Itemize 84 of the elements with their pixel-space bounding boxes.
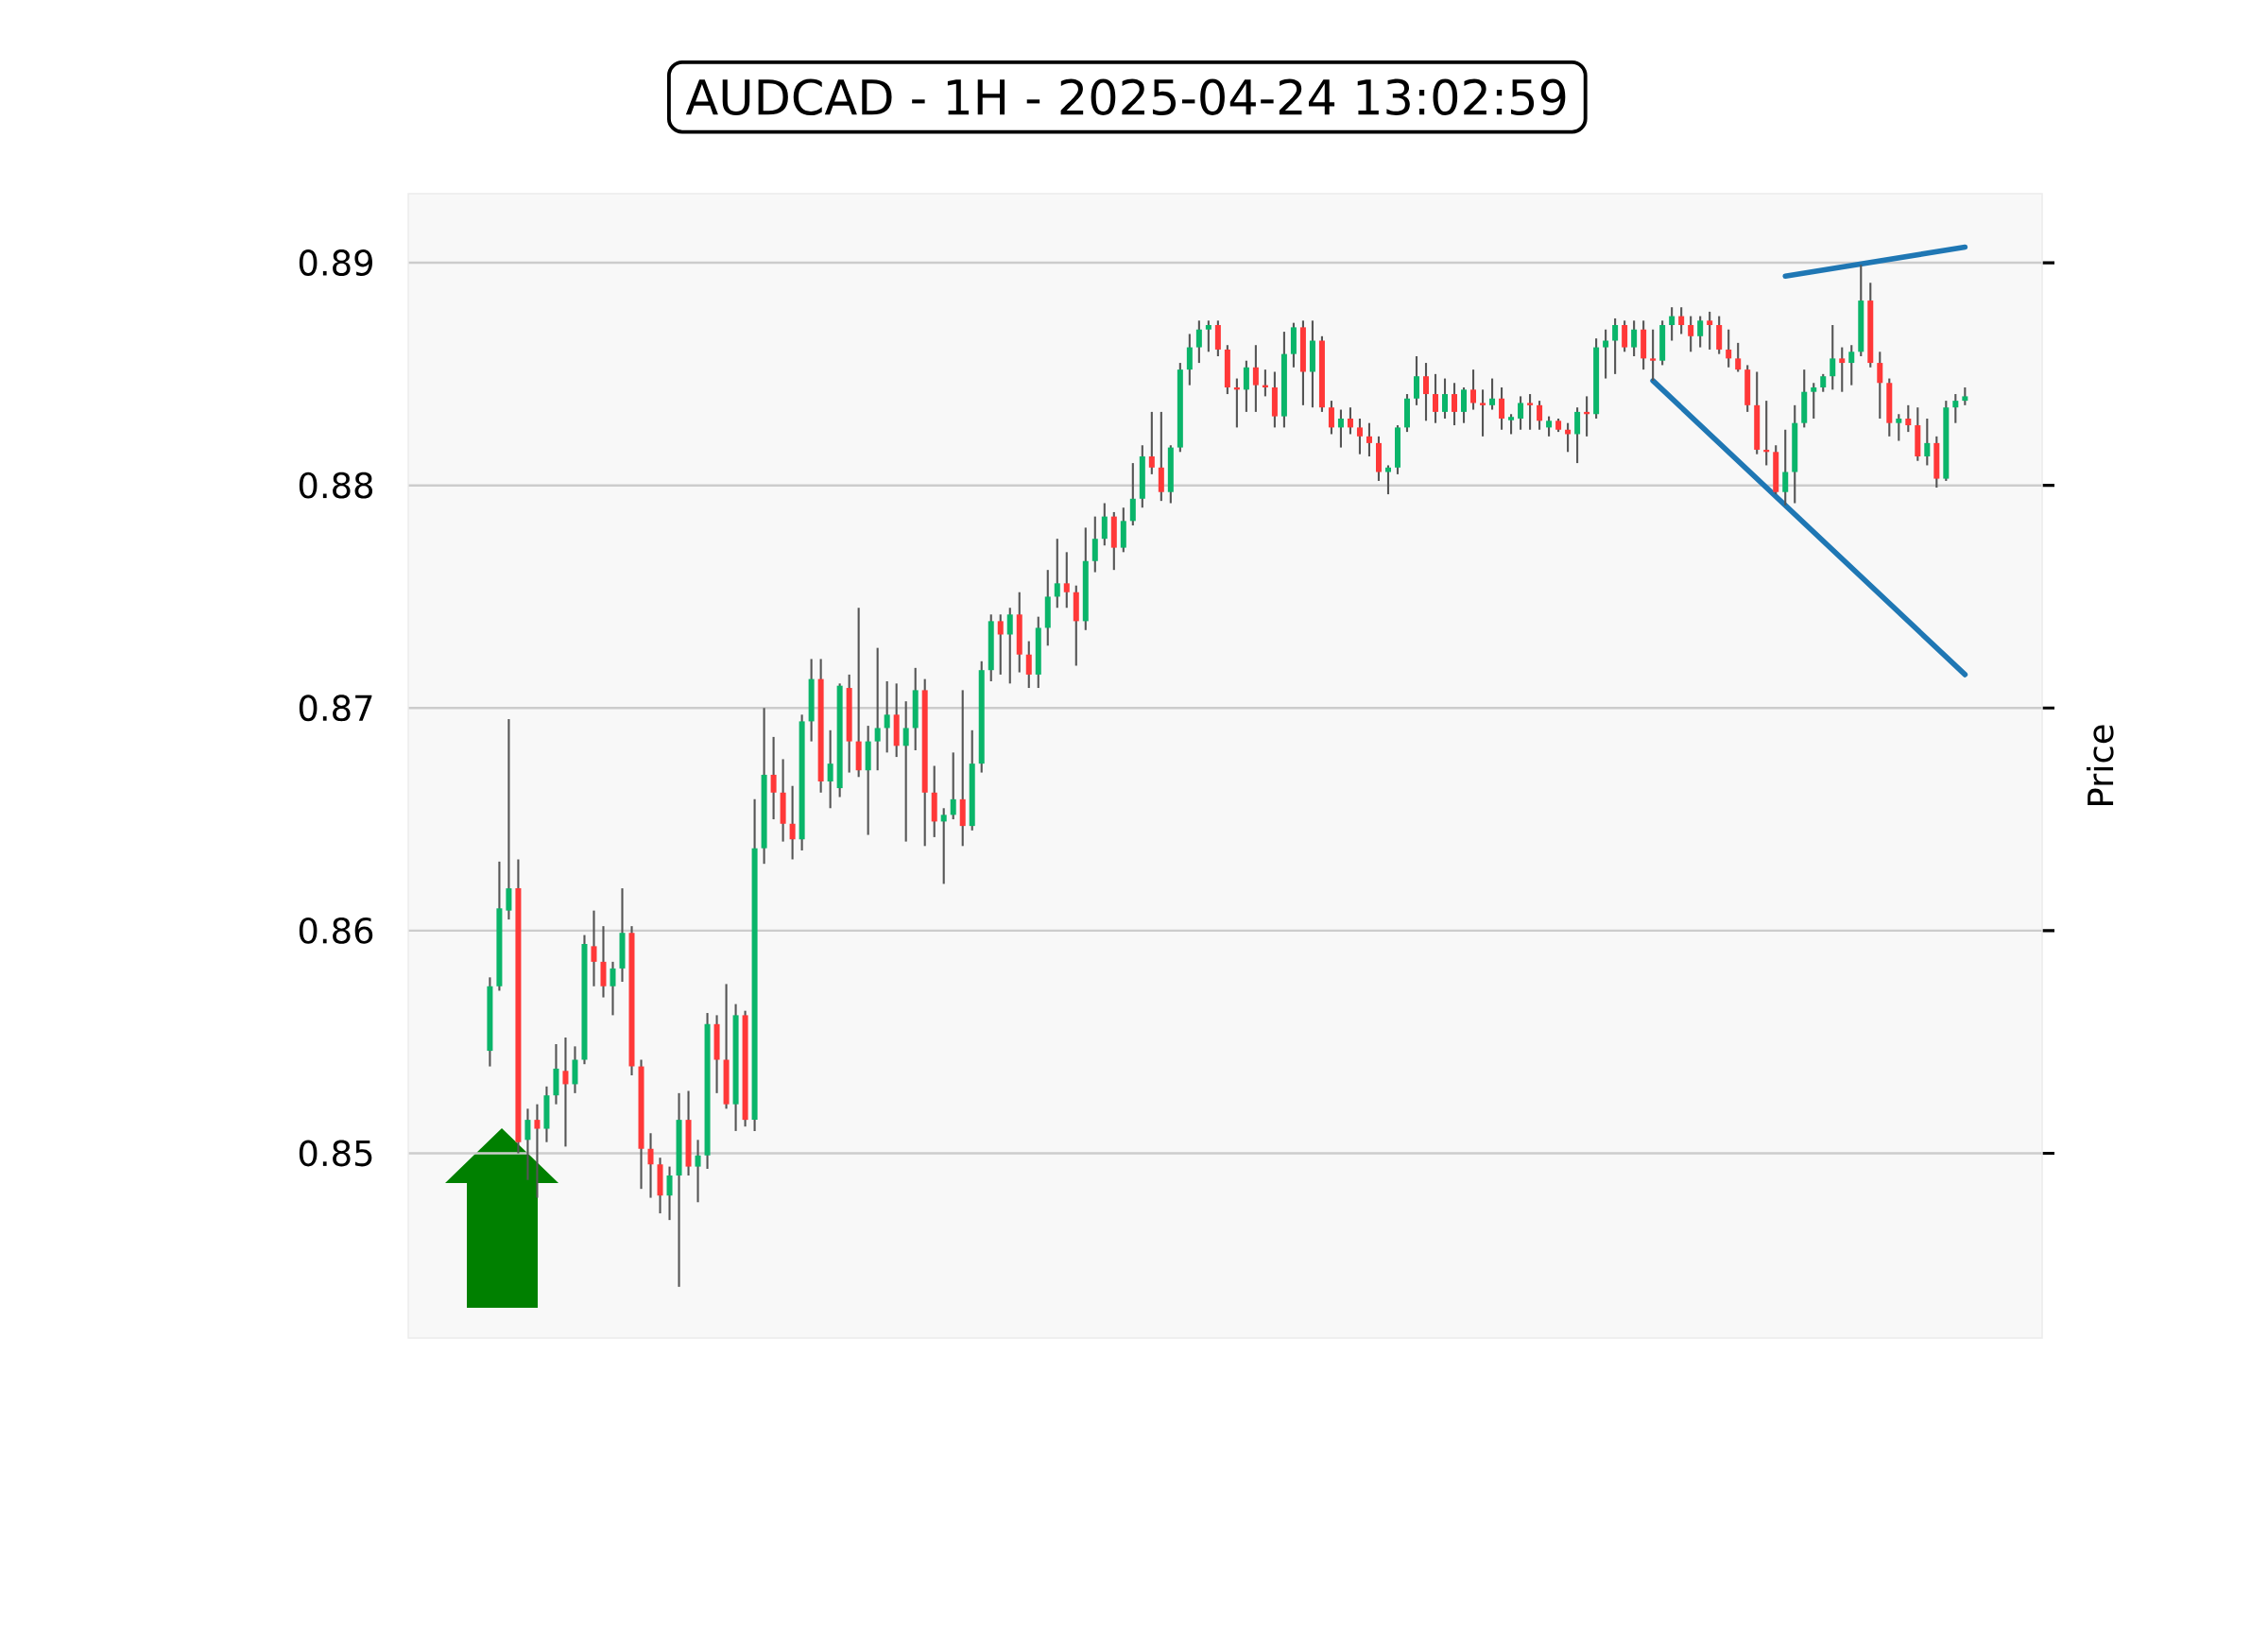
candlestick [1006, 607, 1013, 685]
candlestick [1480, 388, 1486, 438]
candlestick [1337, 408, 1344, 449]
candlestick [1243, 359, 1249, 413]
candlestick [1518, 395, 1524, 431]
candlestick [1631, 319, 1638, 358]
candlestick [1252, 344, 1259, 413]
candlestick [1924, 417, 1931, 467]
candlestick [1347, 406, 1353, 436]
candlestick [1622, 319, 1628, 353]
candlestick [1470, 369, 1477, 411]
candlestick [1612, 317, 1619, 375]
candlestick [1574, 406, 1581, 465]
candlestick [1735, 341, 1742, 373]
candlestick [1678, 306, 1685, 335]
candlestick [1461, 386, 1468, 424]
candlestick [1962, 386, 1968, 406]
y-tick-label: 0.88 [299, 472, 373, 499]
candlestick [591, 909, 597, 987]
candlestick [534, 1103, 541, 1199]
candlestick [1848, 344, 1855, 386]
candlestick [1063, 551, 1070, 609]
candlestick [1688, 315, 1694, 353]
candlestick [1508, 413, 1516, 436]
candlestick [1830, 323, 1836, 391]
y-tick-label: 0.89 [299, 249, 372, 276]
candlestick [1442, 377, 1449, 420]
candlestick [1433, 372, 1439, 424]
candlestick [1697, 315, 1704, 349]
candlestick [827, 729, 833, 810]
candlestick [1054, 538, 1060, 609]
candlestick [997, 613, 1004, 676]
candlestick [1452, 382, 1458, 427]
candlestick [1366, 421, 1372, 458]
candlestick [1905, 403, 1912, 434]
candlestick [1811, 382, 1817, 420]
candlestick [1129, 462, 1136, 527]
candlestick [902, 700, 909, 843]
candlestick [1527, 392, 1534, 431]
chart-title: AUDCAD - 1H - 2025-04-24 13:02:59 [685, 78, 1566, 116]
candlestick [1820, 372, 1827, 393]
candlestick [1499, 386, 1505, 431]
candlestick [770, 735, 777, 821]
candlestick [666, 1165, 673, 1222]
candlestick [1413, 354, 1419, 406]
candlestick [1205, 319, 1211, 353]
candlestick [1603, 328, 1609, 380]
candlestick [1091, 515, 1098, 574]
candlestick [1896, 413, 1902, 442]
candlestick [789, 784, 796, 861]
candlestick [695, 1139, 701, 1204]
candlestick [1877, 351, 1883, 420]
candlestick [1148, 410, 1155, 475]
candlestick [1839, 346, 1846, 393]
y-axis-title: Price [2087, 725, 2114, 805]
candlestick [1195, 319, 1202, 365]
candlestick [1423, 362, 1430, 422]
candlestick [1101, 502, 1108, 547]
candlestick [1546, 415, 1553, 438]
candlestick [1025, 640, 1032, 690]
candlestick [1489, 377, 1496, 411]
y-tick-label: 0.85 [299, 1140, 372, 1167]
candlestick [562, 1036, 569, 1148]
candlestick [874, 646, 881, 772]
candlestick [610, 960, 616, 1017]
candlestick [950, 751, 956, 821]
candlestick [1537, 400, 1543, 431]
candlestick [506, 717, 512, 921]
candlestick [1384, 464, 1391, 496]
candlestick [1356, 417, 1363, 455]
candlestick [1707, 310, 1713, 351]
candlestick [1650, 328, 1657, 382]
candlestick [1782, 428, 1789, 506]
candlestick [1726, 328, 1732, 369]
candlestick [1952, 392, 1959, 424]
candlestick [884, 679, 890, 754]
candlestick [524, 1107, 531, 1181]
candlestick [1186, 333, 1193, 386]
candlestick [940, 807, 947, 885]
candlestick [647, 1132, 654, 1199]
candlestick [1669, 306, 1675, 342]
y-tick-label: 0.87 [299, 695, 372, 722]
y-tick-label: 0.86 [299, 917, 373, 944]
candlestick [1328, 400, 1334, 436]
